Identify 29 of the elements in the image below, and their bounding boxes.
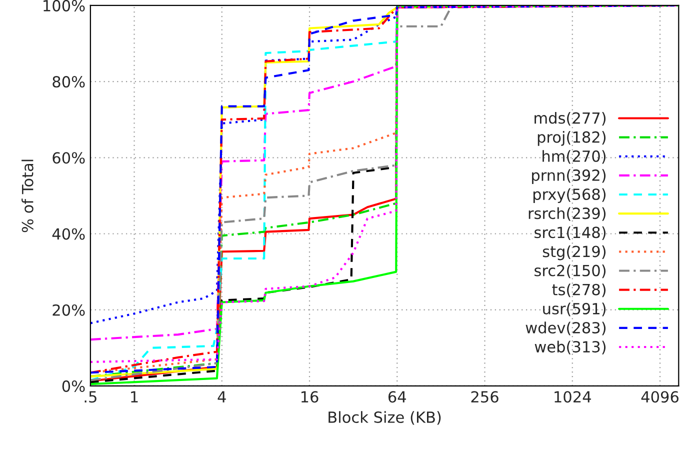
legend-label: stg(219) bbox=[542, 245, 606, 260]
x-tick-label: 1024 bbox=[554, 391, 591, 403]
y-tick-label: 20% bbox=[52, 304, 85, 316]
x-tick-label: 64 bbox=[388, 391, 406, 403]
y-tick-label: 40% bbox=[52, 228, 85, 240]
x-tick-label: .5 bbox=[84, 391, 96, 403]
y-tick-label: 60% bbox=[52, 152, 85, 164]
x-tick-label: 4 bbox=[218, 391, 226, 402]
y-tick-label: 100% bbox=[44, 0, 85, 12]
legend-label: src2(150) bbox=[534, 264, 606, 278]
x-tick-label: 16 bbox=[301, 391, 318, 403]
legend-label: src1(148) bbox=[534, 226, 606, 240]
legend-label: hm(270) bbox=[542, 150, 606, 164]
x-tick-label: 4096 bbox=[641, 391, 678, 403]
legend-label: mds(277) bbox=[534, 112, 606, 126]
x-tick-label: 256 bbox=[471, 391, 498, 403]
legend-label: prnn(392) bbox=[532, 169, 606, 184]
legend-label: web(313) bbox=[534, 340, 606, 354]
y-axis-title: % of Total bbox=[22, 160, 34, 232]
legend-label: prxy(568) bbox=[533, 188, 606, 204]
y-tick-label: 80% bbox=[52, 76, 85, 88]
legend-label: rsrch(239) bbox=[528, 207, 606, 221]
legend-label: proj(182) bbox=[538, 131, 606, 146]
legend-label: ts(278) bbox=[552, 284, 606, 298]
legend-label: wdev(283) bbox=[526, 322, 606, 336]
x-axis-title: Block Size (KB) bbox=[328, 411, 441, 425]
legend-label: usr(591) bbox=[543, 302, 606, 316]
y-tick-label: 0% bbox=[62, 380, 85, 392]
x-tick-label: 1 bbox=[131, 391, 138, 402]
